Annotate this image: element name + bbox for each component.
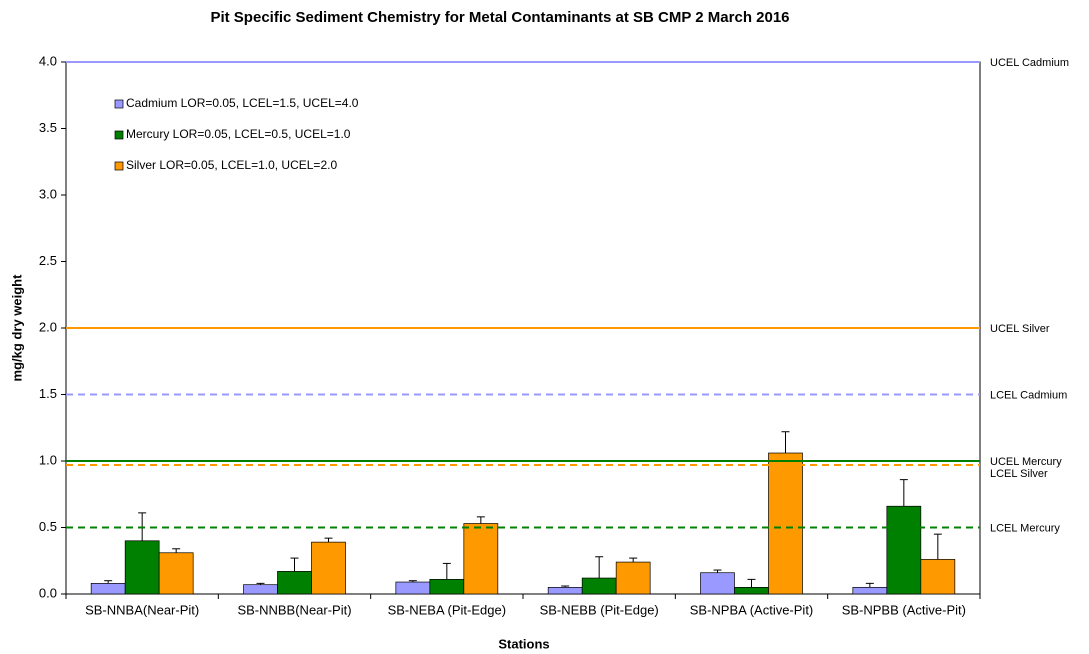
reference-label: UCEL Silver: [990, 323, 1050, 335]
legend-label: Mercury LOR=0.05, LCEL=0.5, UCEL=1.0: [126, 127, 351, 141]
x-tick-label: SB-NNBA(Near-Pit): [85, 602, 199, 617]
legend-label: Cadmium LOR=0.05, LCEL=1.5, UCEL=4.0: [126, 96, 359, 110]
bar: [90, 583, 126, 595]
x-axis-title: Stations: [498, 636, 549, 651]
chart-title: Pit Specific Sediment Chemistry for Meta…: [210, 9, 789, 26]
bar: [852, 586, 888, 595]
bar: [277, 571, 312, 595]
y-tick-label: 2.0: [39, 319, 57, 334]
x-tick-label: SB-NPBB (Active-Pit): [842, 602, 966, 617]
bar: [158, 552, 194, 595]
legend-label: Silver LOR=0.05, LCEL=1.0, UCEL=2.0: [126, 158, 337, 172]
x-tick-label: SB-NPBA (Active-Pit): [690, 602, 814, 617]
x-tick-label: SB-NEBA (Pit-Edge): [388, 602, 507, 617]
y-axis-title: mg/kg dry weight: [9, 274, 24, 382]
legend-swatch: [114, 161, 124, 171]
y-tick-label: 0.0: [39, 585, 57, 600]
bar: [581, 577, 617, 595]
bar: [463, 523, 499, 595]
y-tick-label: 2.5: [39, 253, 57, 268]
bar: [243, 584, 278, 595]
reference-label: UCEL Cadmium: [990, 57, 1069, 69]
bar: [429, 579, 465, 595]
bar: [920, 559, 956, 595]
y-tick-label: 3.5: [39, 120, 57, 135]
legend-swatch: [114, 99, 124, 109]
bar: [615, 561, 651, 595]
bar: [768, 452, 803, 595]
reference-label: LCEL Cadmium: [990, 389, 1067, 401]
bar: [395, 581, 431, 595]
y-tick-label: 1.5: [39, 386, 57, 401]
y-tick-label: 0.5: [39, 519, 57, 534]
bar: [124, 540, 160, 595]
y-tick-label: 1.0: [39, 452, 57, 467]
bar: [547, 586, 583, 595]
bar: [311, 541, 346, 595]
y-tick-label: 3.0: [39, 186, 57, 201]
reference-label: LCEL Mercury: [990, 522, 1060, 534]
x-tick-label: SB-NNBB(Near-Pit): [237, 602, 351, 617]
x-tick-label: SB-NEBB (Pit-Edge): [540, 602, 659, 617]
bar: [734, 586, 769, 595]
reference-label: LCEL Silver: [990, 468, 1048, 480]
bar: [700, 572, 735, 595]
bar: [886, 505, 922, 595]
legend-swatch: [114, 130, 124, 140]
reference-label: UCEL Mercury: [990, 456, 1062, 468]
y-tick-label: 4.0: [39, 53, 57, 68]
